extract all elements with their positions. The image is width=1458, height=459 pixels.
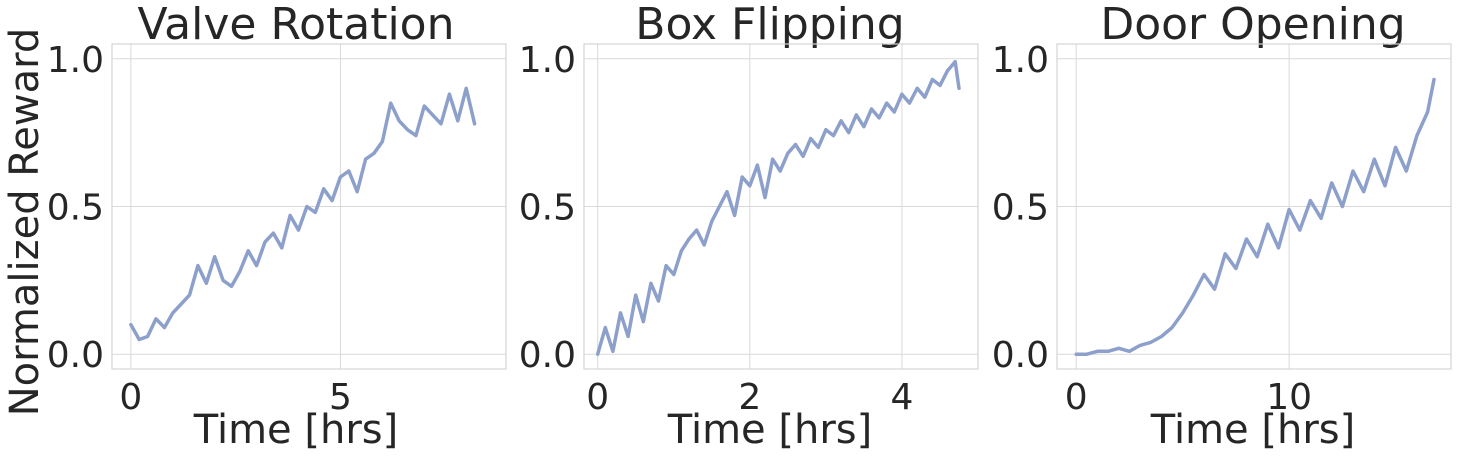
y-tick-label: 0.0 [47, 335, 104, 376]
x-axis-label: Time [hrs] [1150, 407, 1355, 453]
chart-title: Valve Rotation [138, 0, 455, 50]
y-tick-label: 0.5 [992, 188, 1049, 229]
x-tick-label: 0 [119, 377, 142, 418]
x-tick-label: 2 [738, 377, 761, 418]
x-tick-label: 0 [586, 377, 609, 418]
y-tick-label: 1.0 [47, 40, 104, 81]
y-tick-label: 1.0 [992, 40, 1049, 81]
plot-area [111, 43, 507, 370]
plot-area [1056, 43, 1452, 370]
y-axis-label: Normalized Reward [2, 28, 48, 417]
x-axis-label: Time [hrs] [667, 407, 872, 453]
y-tick-label: 0.0 [519, 335, 576, 376]
gridlines [1057, 44, 1451, 369]
x-tick-label: 4 [890, 377, 913, 418]
series-line [1074, 77, 1436, 356]
y-tick-label: 0.5 [519, 188, 576, 229]
chart-panel-box-flipping: Box Flipping Time [hrs] 0 2 4 0.0 0.5 1.0 [519, 0, 979, 453]
plot-area [583, 43, 979, 370]
series-line [595, 59, 961, 356]
x-tick-label: 0 [1065, 377, 1088, 418]
y-tick-label: 0.0 [992, 335, 1049, 376]
x-axis-label: Time [hrs] [193, 407, 398, 453]
chart-panel-valve-rotation: Valve Rotation Time [hrs] 0 5 0.0 0.5 1.0 [47, 0, 507, 453]
gridlines [112, 44, 506, 369]
x-tick-label: 10 [1266, 377, 1312, 418]
chart-title: Box Flipping [635, 0, 904, 50]
y-tick-label: 1.0 [519, 40, 576, 81]
chart-panel-door-opening: Door Opening Time [hrs] 0 10 0.0 0.5 1.0 [992, 0, 1452, 453]
chart-title: Door Opening [1100, 0, 1405, 50]
x-tick-label: 5 [329, 377, 352, 418]
series-line [129, 86, 477, 342]
y-tick-label: 0.5 [47, 188, 104, 229]
